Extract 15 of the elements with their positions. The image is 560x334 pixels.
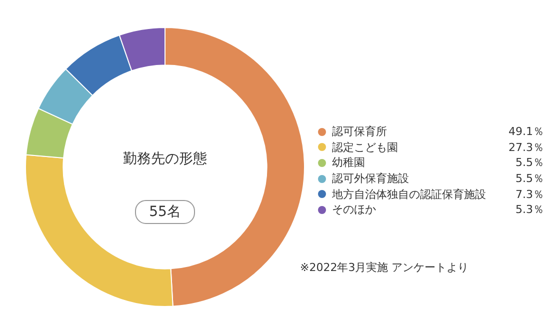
legend-label: 幼稚園	[332, 155, 366, 170]
legend-label: 地方自治体独自の認証保育施設	[332, 186, 487, 202]
legend-label: そのほか	[332, 202, 377, 218]
data-label: 7.3％	[516, 186, 544, 202]
data-label: 5.5％	[516, 155, 544, 170]
text: ※2022年3月実施 アンケートより	[300, 260, 469, 275]
legend-label: 認可保育所	[332, 124, 388, 140]
data-label: 5.5％	[516, 171, 544, 186]
data-label: 49.1％	[508, 124, 544, 140]
legend-label: 認定こども園	[332, 140, 399, 155]
data-label: 27.3％	[508, 140, 544, 155]
legend-label: 認可外保育施設	[332, 171, 410, 186]
text: 55名	[135, 200, 195, 224]
text: 勤務先の形態	[122, 150, 208, 168]
data-label: 5.3％	[516, 202, 544, 218]
